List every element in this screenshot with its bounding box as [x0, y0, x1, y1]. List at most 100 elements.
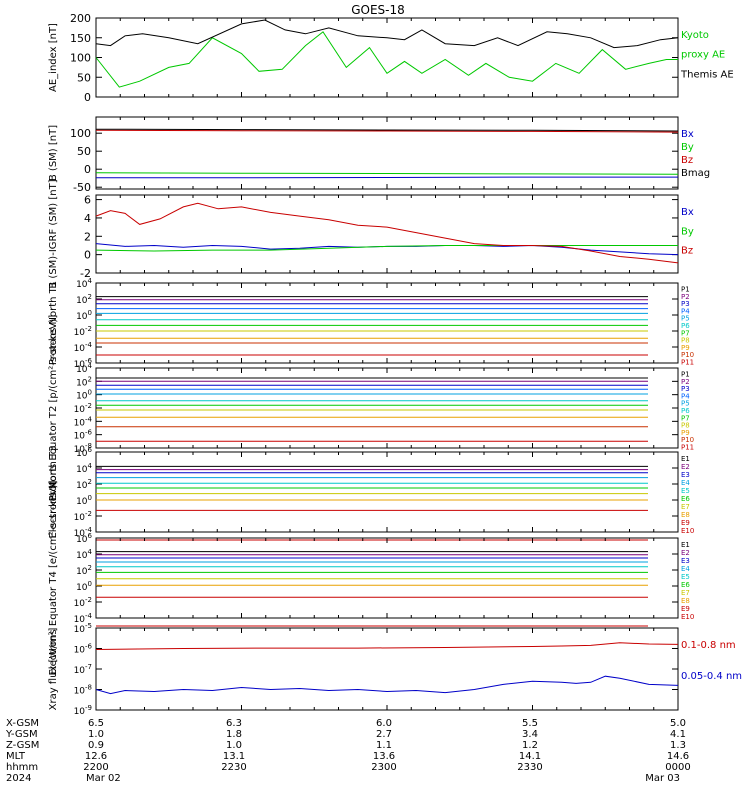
legend-item: P2 — [681, 378, 690, 386]
legend-item: P7 — [681, 329, 690, 337]
y-tick-label: 0 — [84, 91, 91, 104]
y-tick-label: 2 — [84, 230, 91, 243]
legend-item: E9 — [681, 605, 690, 613]
panel-frame — [95, 451, 679, 533]
footer-value: 1.3 — [670, 740, 686, 751]
y-tick-label: 102 — [76, 478, 92, 491]
panel-frame — [95, 367, 679, 449]
legend-item: proxy AE — [681, 50, 725, 61]
legend-item: 0.05-0.4 nm — [681, 671, 742, 682]
legend-item: By — [681, 142, 694, 153]
legend-item: P5 — [681, 315, 690, 323]
footer-value: 2330 — [517, 762, 542, 773]
footer-value: 14.6 — [667, 751, 689, 762]
y-tick-label: 100 — [76, 494, 92, 507]
y-tick-label: 104 — [76, 277, 92, 290]
legend-item: E5 — [681, 487, 690, 495]
y-tick-label: -2 — [80, 267, 91, 280]
y-tick-label: 200 — [70, 12, 91, 25]
legend-item: P1 — [681, 371, 690, 379]
legend-item: P5 — [681, 400, 690, 408]
series-line-bz — [95, 202, 679, 264]
legend-item: P8 — [681, 337, 690, 345]
footer-value: 14.1 — [519, 751, 541, 762]
y-axis-label: AE_index [nT] — [48, 23, 59, 92]
legend-item: P7 — [681, 414, 690, 422]
footer-value: 2230 — [221, 762, 246, 773]
panel-1: 0 50 100 150 200 AE_index [nT] Kyoto proxy AE Th… — [48, 12, 734, 104]
y-tick-label: 102 — [76, 375, 92, 388]
y-tick-label: 102 — [76, 293, 92, 306]
y-tick-label: 106 — [76, 532, 92, 545]
series-line-by — [95, 245, 678, 252]
legend-item: E10 — [681, 613, 694, 621]
y-tick-label: 100 — [76, 580, 92, 593]
y-tick-label: 106 — [76, 446, 92, 459]
y-tick-label: 10-8 — [74, 684, 92, 697]
series-line-0-05-0-4-nm — [95, 675, 679, 695]
y-tick-label: 4 — [84, 212, 91, 225]
y-tick-label: 6 — [84, 194, 91, 207]
legend-item: E6 — [681, 581, 690, 589]
legend-item: E2 — [681, 549, 690, 557]
y-tick-label: 10-7 — [74, 663, 92, 676]
y-tick-label: 10-4 — [74, 612, 93, 625]
panel-frame — [95, 282, 679, 364]
legend-item: E10 — [681, 527, 694, 535]
y-tick-label: 100 — [70, 52, 91, 65]
series-line-bz — [95, 129, 679, 133]
footer-value: 2200 — [83, 762, 108, 773]
y-tick-label: 10-6 — [74, 643, 93, 656]
legend-item: P6 — [681, 322, 690, 330]
y-tick-label: 10-8 — [74, 442, 92, 455]
legend-item: P8 — [681, 422, 690, 430]
legend-item: P10 — [681, 351, 694, 359]
legend-item: P6 — [681, 407, 690, 415]
panel-7: 10-4 10-2 100 102 104 106 Electrons Equator T4… — [48, 480, 694, 675]
y-tick-label: -50 — [73, 181, 91, 194]
legend-item: Bx — [681, 129, 694, 140]
series-line-themis-ae — [95, 19, 679, 49]
footer-value: 5.0 — [670, 718, 686, 729]
legend-item: P10 — [681, 436, 694, 444]
y-tick-label: 10-6 — [74, 357, 93, 370]
series-line-bx — [96, 176, 678, 179]
legend-item: P4 — [681, 307, 690, 315]
legend-item: Bz — [681, 246, 693, 257]
footer-value: 5.5 — [522, 718, 538, 729]
series-line-by — [95, 172, 679, 175]
legend-item: Bx — [681, 207, 694, 218]
y-axis-label: B (SM) [nT] — [48, 125, 59, 181]
series-line-0-1-0-8-nm — [95, 642, 679, 650]
y-tick-label: 100 — [76, 389, 92, 402]
footer-value: 1.1 — [376, 740, 392, 751]
legend-item: P1 — [681, 286, 690, 294]
y-tick-label: 0 — [84, 249, 91, 262]
footer-value: Mar 03 — [645, 773, 680, 784]
y-tick-label: 10-6 — [74, 429, 93, 442]
legend-item: 0.1-0.8 nm — [681, 640, 736, 651]
footer-value: 1.0 — [226, 740, 242, 751]
footer-value: 3.4 — [522, 729, 538, 740]
y-tick-label: 10-2 — [74, 402, 92, 415]
legend-item: E8 — [681, 511, 690, 519]
footer-row-label: Z-GSM — [6, 740, 39, 751]
legend-item: E5 — [681, 573, 690, 581]
legend-item: E3 — [681, 557, 690, 565]
footer-value: Mar 02 — [86, 773, 121, 784]
panel-frame — [95, 627, 679, 711]
footer-value: 0.9 — [88, 740, 104, 751]
footer-value: 12.6 — [85, 751, 107, 762]
legend-item: P9 — [681, 429, 690, 437]
footer-value: 2300 — [371, 762, 396, 773]
panel-3: -2 0 2 4 6 B (SM)-IGRF (SM) [nT] Bx By Bz — [48, 179, 694, 288]
footer-value: 6.5 — [88, 718, 104, 729]
y-tick-label: 100 — [70, 127, 91, 140]
footer-value: 2.7 — [376, 729, 392, 740]
legend-item: P11 — [681, 358, 694, 366]
legend-item: E4 — [681, 479, 690, 487]
panel-frame — [95, 17, 679, 98]
